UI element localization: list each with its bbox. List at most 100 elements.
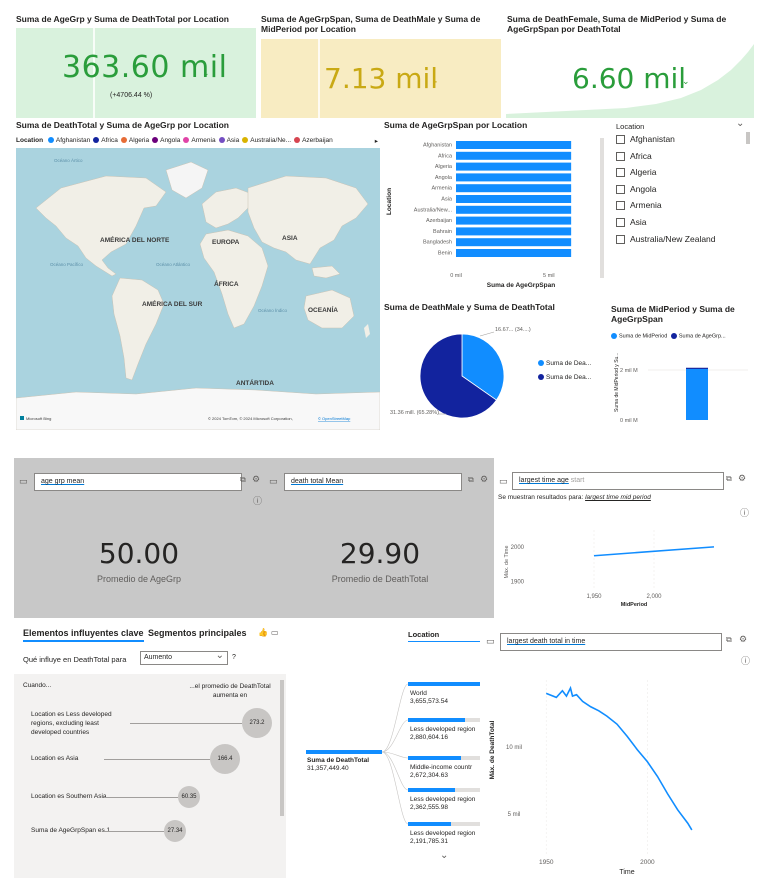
bar[interactable] — [456, 238, 572, 247]
ki-bubble[interactable]: 60.35 — [178, 786, 200, 808]
tab-top-segments[interactable]: Segmentos principales — [148, 628, 247, 638]
pie-visual[interactable]: Suma de DeathMale y Suma de DeathTotal 1… — [382, 300, 608, 430]
map-legend-item[interactable]: Azerbaijan — [294, 137, 333, 144]
info-icon[interactable]: ⓘ — [740, 508, 750, 518]
gear-icon[interactable]: ⚙ — [252, 474, 261, 484]
visual-type-icon[interactable]: ⧉ — [240, 475, 246, 484]
map-legend-item[interactable]: Angola — [152, 137, 180, 144]
chat-icon[interactable]: ▭ — [499, 476, 508, 486]
map-legend-item[interactable]: Armenia — [183, 137, 216, 144]
map-legend-item[interactable]: Algeria — [120, 137, 149, 144]
slicer-item[interactable]: Asia — [616, 217, 744, 231]
bar[interactable] — [456, 249, 572, 257]
line-series[interactable] — [593, 546, 715, 557]
tree-node[interactable]: Less developed region 2,880,604.16 — [408, 718, 484, 748]
checkbox[interactable] — [616, 135, 625, 144]
kpi-card-2[interactable]: Suma de AgeGrpSpan, Suma de DeathMale y … — [260, 12, 502, 118]
qa-line2-visual[interactable]: ▭ largest death total in time ⧉ ⚙ ⓘ Máx.… — [486, 626, 754, 880]
gear-icon[interactable]: ⚙ — [480, 474, 489, 484]
bar[interactable] — [456, 227, 572, 236]
ki-row[interactable]: Location es Southern Asia 60.35 — [14, 786, 284, 826]
map-legend-item[interactable]: Australia/Ne... — [242, 137, 291, 144]
bar[interactable] — [456, 216, 572, 225]
slicer-scrollbar[interactable] — [746, 132, 750, 144]
tree-node[interactable]: Less developed region 2,191,785.31 — [408, 822, 484, 852]
tree-node-bar[interactable] — [408, 756, 461, 760]
chevron-down-icon[interactable]: ⌄ — [440, 850, 449, 861]
qa-line-plot[interactable]: Máx. de Time 2000 1900 1,950 2,000 MidPeriod — [494, 516, 754, 618]
pie-slice[interactable] — [419, 333, 497, 419]
bar[interactable] — [456, 151, 572, 160]
chat-icon[interactable]: ▭ — [269, 476, 278, 486]
qa-input[interactable]: largest death total in time — [500, 633, 722, 651]
qa-input[interactable]: largest time age start — [512, 472, 724, 490]
bar[interactable] — [456, 205, 572, 214]
qa-line2-plot[interactable]: Máx. de DeathTotal 10 mil 5 mil 1950 2000 Tim… — [486, 670, 754, 880]
ki-bubble[interactable]: 273.2 — [242, 708, 272, 738]
qa-visual-2[interactable]: ▭ death total Mean ⧉ ⚙ 29.90 Promedio de… — [266, 466, 494, 616]
bar[interactable] — [456, 195, 572, 203]
slicer-item[interactable]: Angola — [616, 184, 744, 198]
qa-visual-1[interactable]: ▭ age grp mean ⧉ ⚙ ⓘ 50.00 Promedio de A… — [14, 466, 264, 616]
tree-node-bar[interactable] — [408, 788, 455, 792]
comment-icon[interactable]: ▭ — [271, 628, 279, 637]
map-legend-item[interactable]: Asia — [218, 137, 239, 144]
bar[interactable] — [456, 162, 572, 171]
bar[interactable] — [456, 141, 572, 149]
pie-slice[interactable] — [461, 333, 505, 401]
bar-chart-scrollbar[interactable] — [600, 138, 604, 278]
line-series[interactable] — [545, 685, 693, 831]
gear-icon[interactable]: ⚙ — [739, 634, 748, 644]
ki-bubble[interactable]: 27.34 — [164, 820, 186, 842]
column-bar[interactable] — [686, 368, 708, 420]
info-icon[interactable]: ⓘ — [253, 496, 263, 506]
ki-row[interactable]: Location es Less developed regions, excl… — [14, 708, 284, 744]
bar-chart-plot[interactable]: Afghanistan Africa Algeria Angola Armenia Asi… — [392, 138, 608, 304]
kpi-card-3[interactable]: Suma de DeathFemale, Suma de MidPeriod y… — [506, 12, 754, 118]
legend-next-icon[interactable]: ▸ — [374, 138, 378, 144]
checkbox[interactable] — [616, 184, 625, 194]
slicer-item[interactable]: Afghanistan — [616, 134, 744, 148]
pie-legend-item[interactable]: Suma de Dea... — [538, 374, 591, 381]
bar[interactable] — [456, 184, 572, 193]
key-influencers-visual[interactable]: Elementos influyentes clave Segmentos pr… — [14, 620, 294, 880]
help-icon[interactable]: ? — [232, 654, 236, 661]
column-bar[interactable] — [686, 367, 708, 369]
chevron-down-icon[interactable]: ⌄ — [736, 118, 745, 129]
tab-key-influencers[interactable]: Elementos influyentes clave — [23, 628, 144, 642]
info-icon[interactable]: ⓘ — [741, 656, 751, 666]
ki-scrollbar[interactable] — [280, 680, 284, 816]
map-legend-item[interactable]: Africa — [93, 137, 118, 144]
visual-type-icon[interactable]: ⧉ — [726, 635, 732, 644]
qa-line-visual[interactable]: ▭ largest time age start ⧉ ⚙ Se muestran… — [494, 466, 754, 618]
gear-icon[interactable]: ⚙ — [738, 473, 747, 483]
checkbox[interactable] — [616, 201, 625, 211]
ki-row[interactable]: Location es Asia 166.4 — [14, 744, 284, 788]
tree-node-bar[interactable] — [408, 718, 465, 722]
qa-result-query[interactable]: largest time mid period — [585, 494, 651, 501]
bar[interactable] — [456, 173, 572, 182]
visual-type-icon[interactable]: ⧉ — [468, 475, 474, 484]
qa-input[interactable]: death total Mean — [284, 473, 462, 491]
world-map[interactable]: AMÉRICA DEL NORTE EUROPA ASIA ÁFRICA AMÉ… — [16, 148, 380, 430]
slicer-item[interactable]: Algeria — [616, 167, 744, 181]
chat-icon[interactable]: ▭ — [486, 636, 495, 646]
ki-bubble[interactable]: 166.4 — [210, 744, 240, 774]
visual-type-icon[interactable]: ⧉ — [726, 474, 732, 483]
slicer-item[interactable]: Africa — [616, 151, 744, 165]
decomposition-tree-visual[interactable]: Location Suma de DeathTotal 31,357,449.4… — [304, 620, 484, 880]
map-visual[interactable]: Suma de DeathTotal y Suma de AgeGrp por … — [14, 118, 380, 430]
tree-node[interactable]: Less developed region 2,362,555.98 — [408, 788, 484, 818]
map-credit-link[interactable]: © OpenStreetMap — [318, 416, 351, 421]
bar-chart-visual[interactable]: Suma de AgeGrpSpan por Location Location… — [382, 118, 608, 304]
tree-node-bar[interactable] — [408, 822, 452, 826]
tree-node[interactable]: Middle-income countr 2,672,304.63 — [408, 756, 484, 786]
midperiod-plot[interactable]: 2 mil M 0 mil M — [618, 346, 754, 430]
thumbs-up-icon[interactable]: 👍 — [258, 628, 268, 637]
checkbox[interactable] — [616, 218, 625, 227]
slicer-item[interactable]: Australia/New Zealand — [616, 234, 744, 248]
midperiod-visual[interactable]: Suma de MidPeriod y Suma de AgeGrpSpan S… — [608, 300, 754, 430]
slicer-item[interactable]: Armenia — [616, 200, 744, 214]
map-legend-item[interactable]: Afghanistan — [47, 137, 90, 144]
pie-chart[interactable] — [382, 314, 608, 430]
